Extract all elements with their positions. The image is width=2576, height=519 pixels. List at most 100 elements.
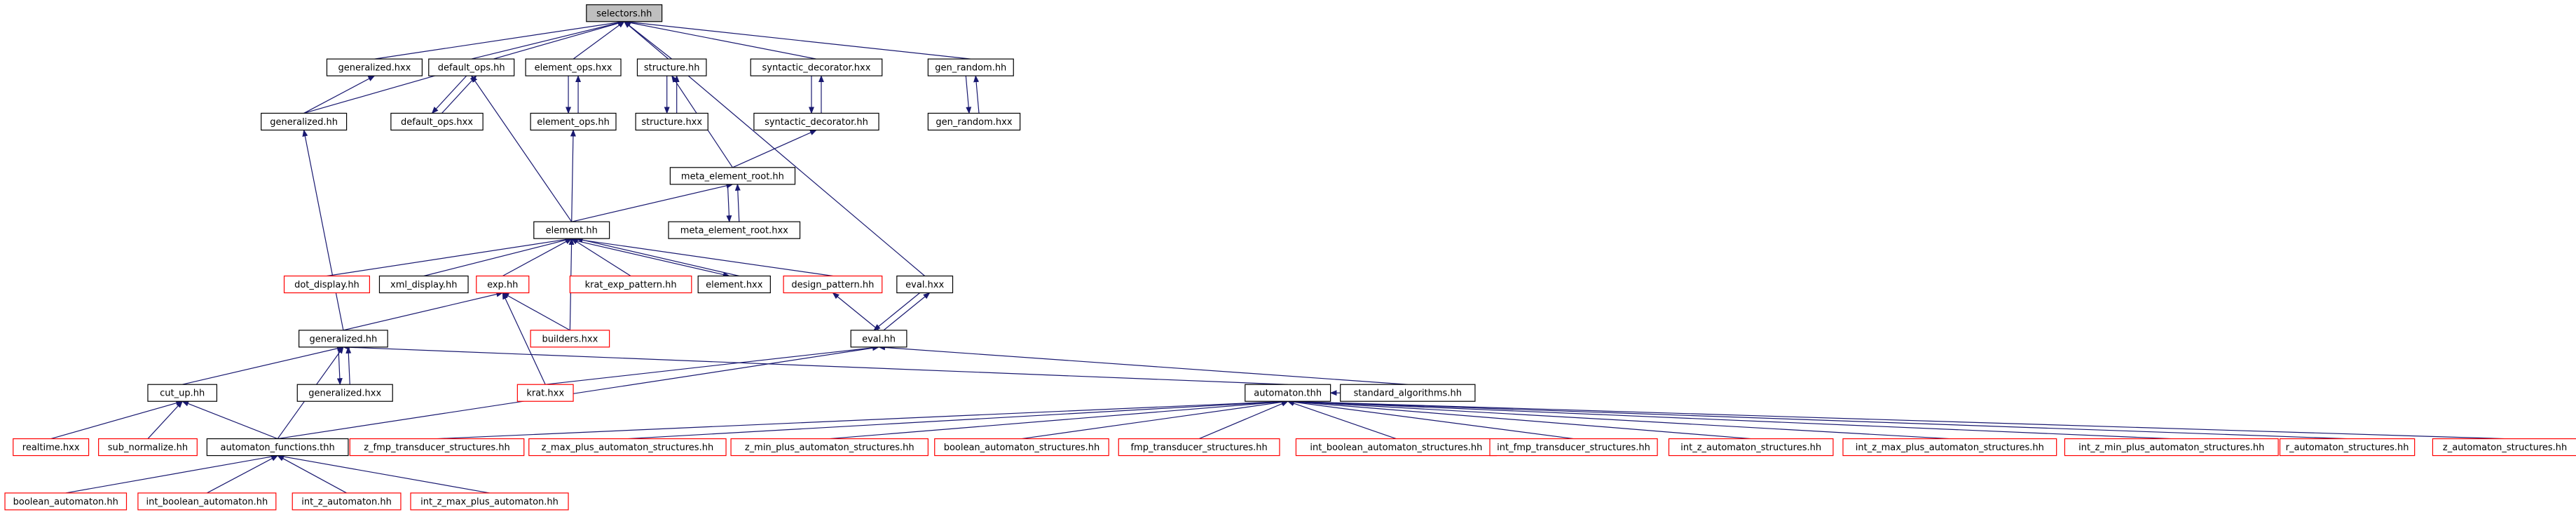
edge: [623, 19, 971, 60]
edge: [278, 345, 880, 440]
edge: [182, 346, 344, 385]
node-label: exp.hh: [487, 280, 518, 290]
edge: [1287, 398, 2172, 440]
node-label: xml_display.hh: [390, 280, 457, 290]
edge: [832, 292, 879, 331]
edge: [423, 237, 573, 277]
node-box: [1245, 384, 1331, 402]
node-label: standard_algorithms.hh: [1354, 389, 1462, 399]
node-box: [410, 492, 569, 511]
node-box: [296, 384, 393, 402]
node-label: z_fmp_transducer_structures.hh: [364, 443, 510, 453]
edge: [502, 238, 573, 277]
edge: [471, 75, 573, 222]
edge: [1198, 400, 1289, 440]
node-label: default_ops.hh: [438, 63, 505, 74]
node-label: boolean_automaton_structures.hh: [944, 443, 1100, 453]
edge: [965, 76, 972, 114]
node-box: [299, 330, 388, 348]
edge: [207, 455, 279, 494]
edge: [570, 129, 576, 222]
node-label: element.hxx: [706, 280, 763, 290]
node-box: [137, 492, 277, 511]
node-box: [528, 438, 727, 457]
edge: [1287, 398, 1751, 440]
node-label: design_pattern.hh: [791, 280, 874, 290]
edge: [571, 182, 734, 222]
edge: [873, 292, 921, 331]
node-label: selectors.hh: [596, 8, 652, 19]
node-box: [4, 492, 128, 511]
edge: [575, 237, 739, 277]
edge: [829, 398, 1289, 440]
node-box: [569, 275, 692, 294]
edges: [50, 19, 2505, 494]
edge: [734, 183, 741, 222]
node-label: syntactic_decorator.hxx: [762, 63, 871, 74]
edge: [181, 400, 278, 440]
node-box: [635, 112, 708, 131]
edge: [570, 238, 631, 277]
edge: [437, 398, 1289, 440]
edge: [1021, 399, 1289, 440]
node-label: r_automaton_structures.hh: [2286, 443, 2409, 453]
node-box: [850, 330, 907, 348]
edge: [441, 75, 477, 114]
node-box: [2432, 438, 2576, 457]
node-box: [1489, 438, 1658, 457]
node-label: int_z_max_plus_automaton.hh: [420, 497, 559, 507]
nodes: selectors.hh generalized.hxx default_ops.h…: [4, 4, 2576, 511]
node-label: builders.hxx: [542, 334, 598, 344]
node-label: structure.hxx: [641, 117, 702, 128]
node-box: [1668, 438, 1834, 457]
edge: [973, 75, 980, 114]
edge: [1287, 398, 1950, 440]
node-label: z_max_plus_automaton_structures.hh: [542, 443, 714, 453]
node-box: [1842, 438, 2057, 457]
edge: [1287, 400, 1397, 440]
node-label: int_fmp_transducer_structures.hh: [1497, 443, 1650, 453]
edge: [327, 236, 573, 277]
edge: [1287, 399, 1574, 440]
node-label: sub_normalize.hh: [108, 443, 188, 453]
node-box: [934, 438, 1109, 457]
edge: [65, 454, 279, 494]
node-box: [753, 112, 879, 131]
node-box: [927, 112, 1021, 131]
node-label: element.hh: [546, 226, 598, 236]
node-box: [636, 58, 707, 76]
node-label: int_boolean_automaton.hh: [146, 497, 268, 507]
node-label: krat_exp_pattern.hh: [585, 280, 677, 290]
edge: [1287, 398, 2348, 440]
edge: [573, 21, 625, 60]
node-label: int_boolean_automaton_structures.hh: [1310, 443, 1482, 453]
node-label: generalized.hxx: [308, 389, 381, 399]
node-label: int_z_automaton_structures.hh: [1680, 443, 1821, 453]
node-label: element_ops.hh: [537, 117, 610, 128]
node-box: [525, 58, 622, 76]
edge: [147, 400, 183, 439]
node-label: syntactic_decorator.hh: [765, 117, 868, 128]
node-box: [516, 384, 574, 402]
node-box: [428, 58, 515, 76]
edge: [343, 291, 504, 331]
node-box: [533, 221, 610, 239]
node-label: cut_up.hh: [160, 389, 205, 399]
node-box: [927, 58, 1014, 76]
node-label: fmp_transducer_structures.hh: [1130, 443, 1267, 453]
edge: [471, 20, 625, 60]
edge: [50, 400, 184, 440]
node-box: [13, 438, 90, 457]
node-box: [147, 384, 218, 402]
node-label: realtime.hxx: [22, 443, 80, 453]
node-label: default_ops.hxx: [401, 117, 473, 128]
node-box: [1340, 384, 1476, 402]
node-label: krat.hxx: [526, 389, 564, 399]
edge: [277, 455, 347, 494]
node-box: [530, 330, 610, 348]
node-label: meta_element_root.hh: [681, 171, 784, 182]
node-box: [697, 275, 771, 294]
node-box: [896, 275, 954, 294]
node-label: int_z_max_plus_automaton_structures.hh: [1856, 443, 2044, 453]
